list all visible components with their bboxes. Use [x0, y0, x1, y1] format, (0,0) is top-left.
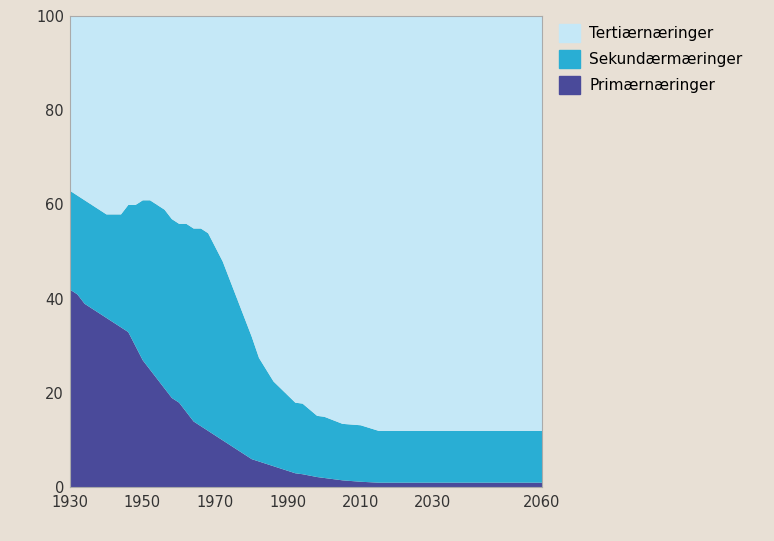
Legend: Tertiærnæringer, Sekundærmæringer, Primærnæringer: Tertiærnæringer, Sekundærmæringer, Primæ…: [559, 24, 743, 94]
